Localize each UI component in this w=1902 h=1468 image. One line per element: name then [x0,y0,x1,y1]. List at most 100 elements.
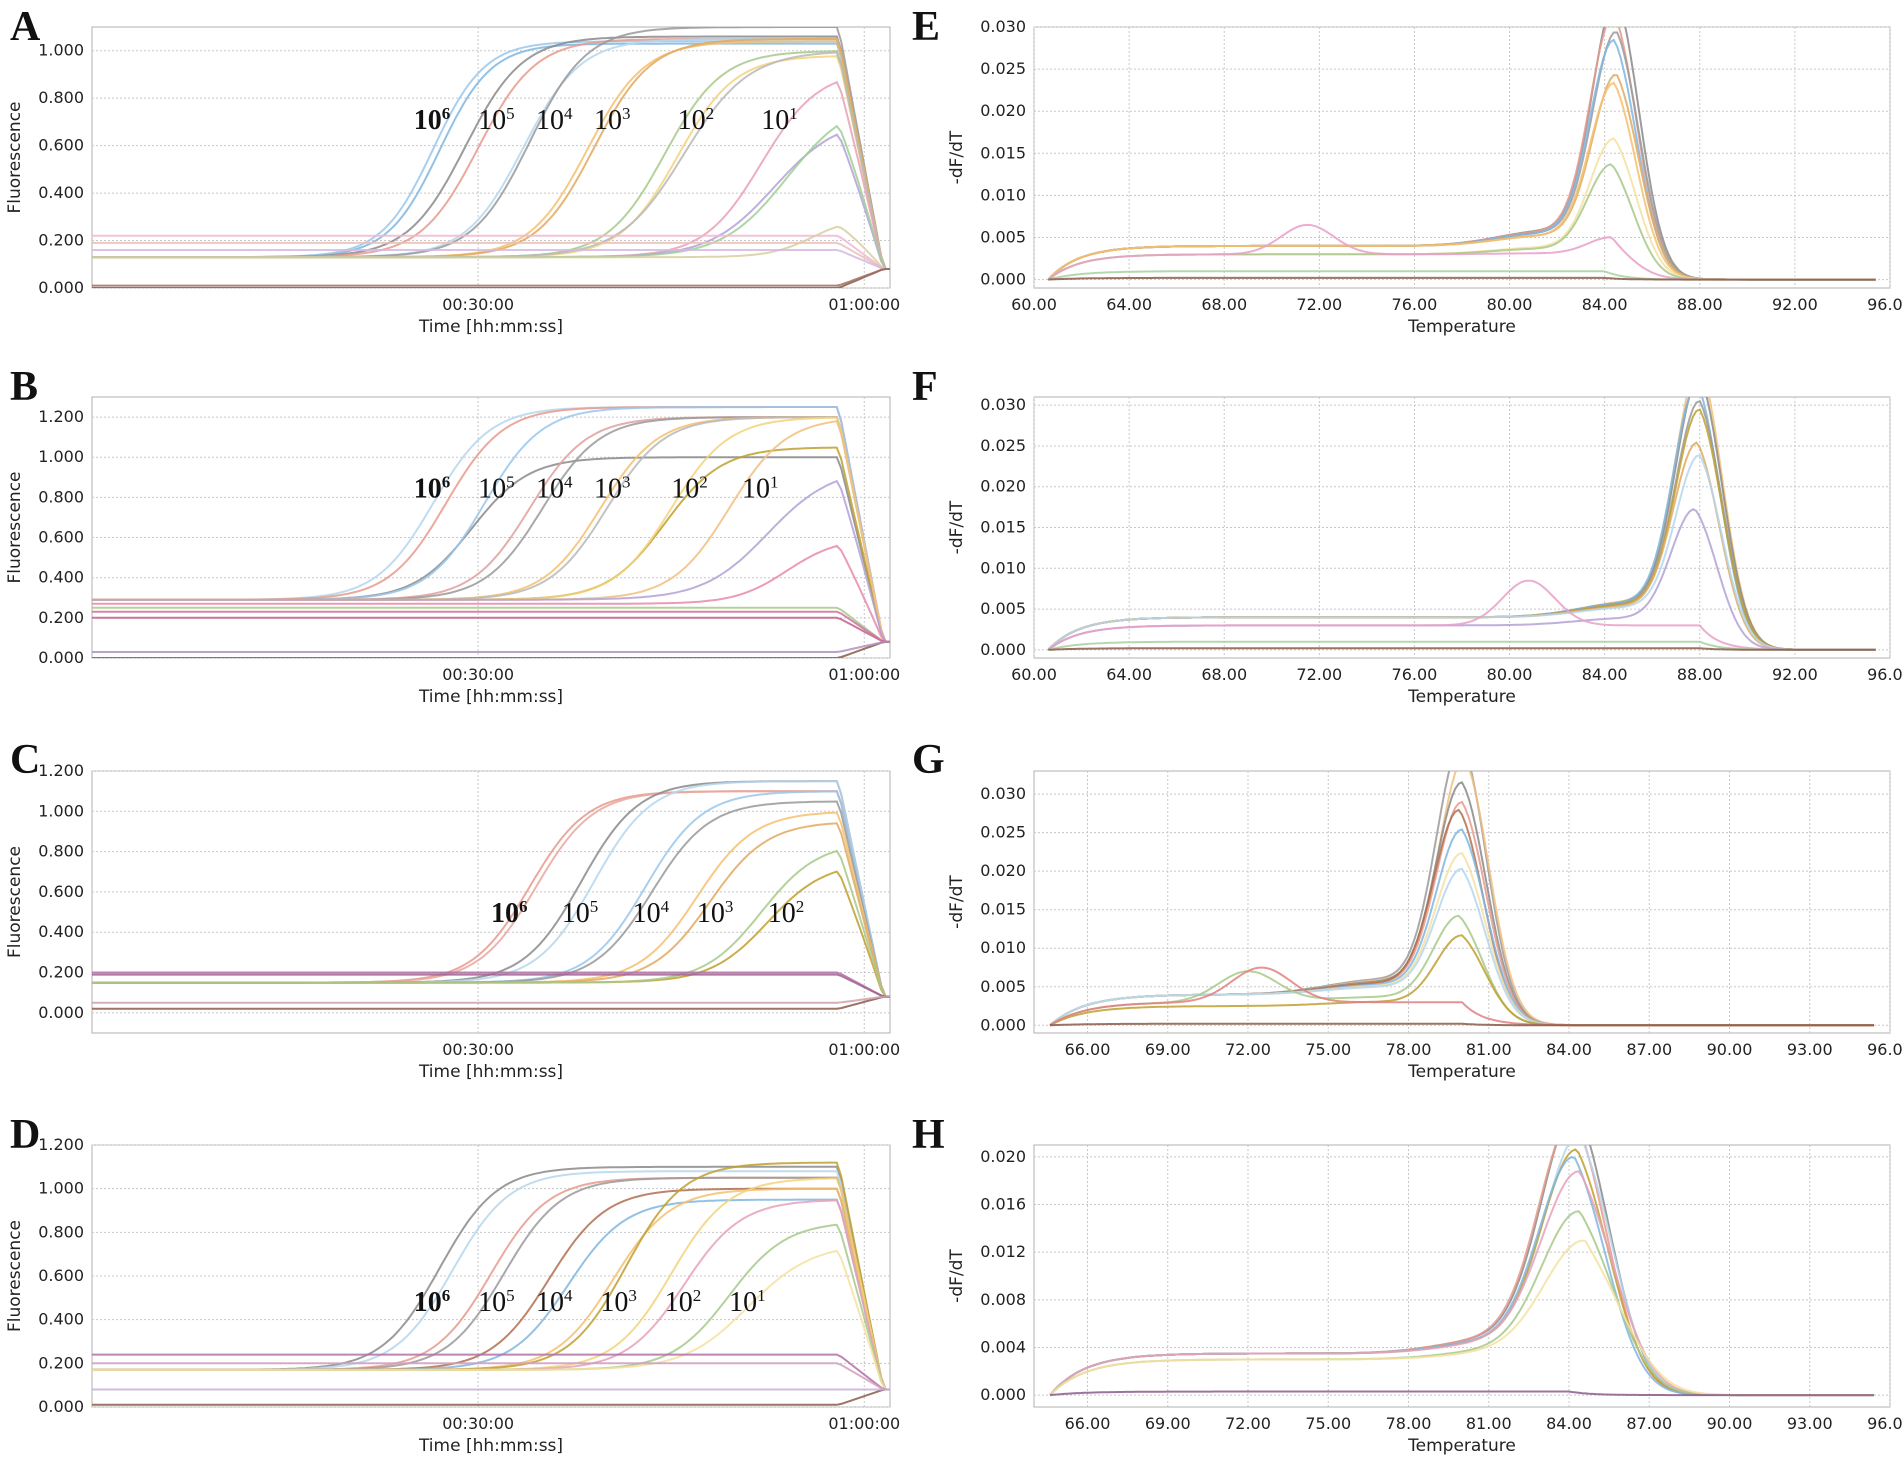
y-tick-label: 0.000 [38,648,84,667]
y-tick-label: 0.800 [38,1222,84,1241]
x-tick-label: 87.00 [1626,1040,1672,1059]
x-tick-label: 60.00 [1011,665,1057,684]
x-tick-label: 96.00 [1867,295,1902,314]
x-tick-label: 88.00 [1677,665,1723,684]
dilution-exponent: 3 [622,104,631,123]
dilution-exponent: 1 [770,472,779,491]
x-axis-label: Temperature [1407,1062,1516,1082]
dilution-base: 10 [594,105,622,136]
dilution-exponent: 4 [564,1286,573,1305]
x-tick-label: 84.00 [1582,665,1628,684]
y-tick-label: 0.030 [980,395,1026,414]
dilution-label: 106 [414,1286,451,1318]
dilution-exponent: 6 [442,1286,451,1305]
x-tick-label: 64.00 [1106,295,1152,314]
x-tick-label: 66.00 [1065,1414,1111,1433]
dilution-label: 104 [536,1286,573,1318]
y-tick-label: 0.600 [38,882,84,901]
x-tick-label: 96.00 [1867,665,1902,684]
dilution-base: 10 [678,105,706,136]
x-tick-label: 76.00 [1392,665,1438,684]
y-tick-label: 1.000 [38,801,84,820]
x-tick-label: 78.00 [1386,1040,1432,1059]
dilution-exponent: 4 [564,472,573,491]
y-tick-label: 0.010 [980,938,1026,957]
y-tick-label: 0.200 [38,963,84,982]
y-tick-label: 0.015 [980,518,1026,537]
series-line [1049,1022,1874,1027]
dilution-base: 10 [697,898,725,929]
dilution-label: 106 [491,897,528,929]
y-tick-label: 0.400 [38,568,84,587]
x-tick-label: 80.00 [1487,665,1533,684]
dilution-label: 101 [742,472,779,504]
y-tick-label: 0.016 [980,1195,1026,1214]
y-tick-label: 0.600 [38,136,84,155]
x-axis-label: Time [hh:mm:ss] [418,1062,563,1082]
y-tick-label: 0.020 [980,101,1026,120]
x-tick-label: 01:00:00 [828,1040,900,1059]
series-line [92,973,890,998]
dilution-label: 101 [761,104,798,136]
dilution-label: 105 [478,1286,515,1318]
y-tick-label: 0.015 [980,900,1026,919]
dilution-exponent: 2 [706,104,715,123]
x-tick-label: 68.00 [1201,295,1247,314]
dilution-base: 10 [478,473,506,504]
y-tick-label: 0.008 [980,1290,1026,1309]
dilution-base: 10 [600,1287,628,1318]
x-tick-label: 88.00 [1677,295,1723,314]
series-line [92,849,890,998]
dilution-label: 103 [697,897,734,929]
y-axis-label: -dF/dT [947,875,967,929]
y-axis-label: Fluorescence [5,472,25,584]
chart-panel-c: C 0.000 0.200 0.400 0.600 0.800 1.000 1.200 00:3… [5,737,900,1082]
dilution-base: 10 [742,473,770,504]
dilution-exponent: 4 [564,104,573,123]
x-tick-label: 69.00 [1145,1414,1191,1433]
series-line [1049,1390,1874,1397]
series-line [92,1353,890,1391]
series-line [92,241,890,270]
panel-letter: B [10,364,38,410]
dilution-exponent: 3 [622,472,631,491]
dilution-label: 106 [414,104,451,136]
x-tick-label: 96.00 [1867,1040,1902,1059]
x-tick-label: 84.00 [1546,1414,1592,1433]
dilution-label: 101 [729,1286,766,1318]
dilution-base: 10 [536,473,564,504]
series-line [92,640,890,653]
x-tick-label: 00:30:00 [442,295,514,314]
y-tick-label: 0.005 [980,227,1026,246]
panel-letter: G [912,737,945,783]
x-tick-label: 80.00 [1487,295,1533,314]
y-tick-label: 1.000 [38,447,84,466]
chart-panel-g: G 0.000 0.005 0.010 0.015 0.020 0.025 0.030 66.0… [912,737,1902,1082]
y-tick-label: 1.000 [38,41,84,60]
series-line [92,225,890,270]
y-tick-label: 0.000 [980,1015,1026,1034]
dilution-exponent: 5 [590,897,599,916]
series-line [1048,647,1876,651]
y-axis-label: Fluorescence [5,846,25,958]
x-tick-label: 72.00 [1225,1414,1271,1433]
dilution-exponent: 6 [519,897,528,916]
y-tick-label: 0.005 [980,599,1026,618]
panel-letter: A [10,4,41,50]
dilution-exponent: 3 [725,897,734,916]
y-tick-label: 0.025 [980,59,1026,78]
y-tick-label: 0.020 [980,861,1026,880]
dilution-exponent: 2 [699,472,708,491]
dilution-exponent: 4 [661,897,670,916]
y-tick-label: 1.200 [38,407,84,426]
dilution-exponent: 3 [628,1286,637,1305]
x-tick-label: 75.00 [1305,1040,1351,1059]
y-tick-label: 0.015 [980,143,1026,162]
y-tick-label: 0.000 [980,640,1026,659]
dilution-label: 104 [536,104,573,136]
x-tick-label: 90.00 [1707,1414,1753,1433]
x-axis-label: Temperature [1407,1436,1516,1456]
x-tick-label: 01:00:00 [828,295,900,314]
x-tick-label: 76.00 [1392,295,1438,314]
